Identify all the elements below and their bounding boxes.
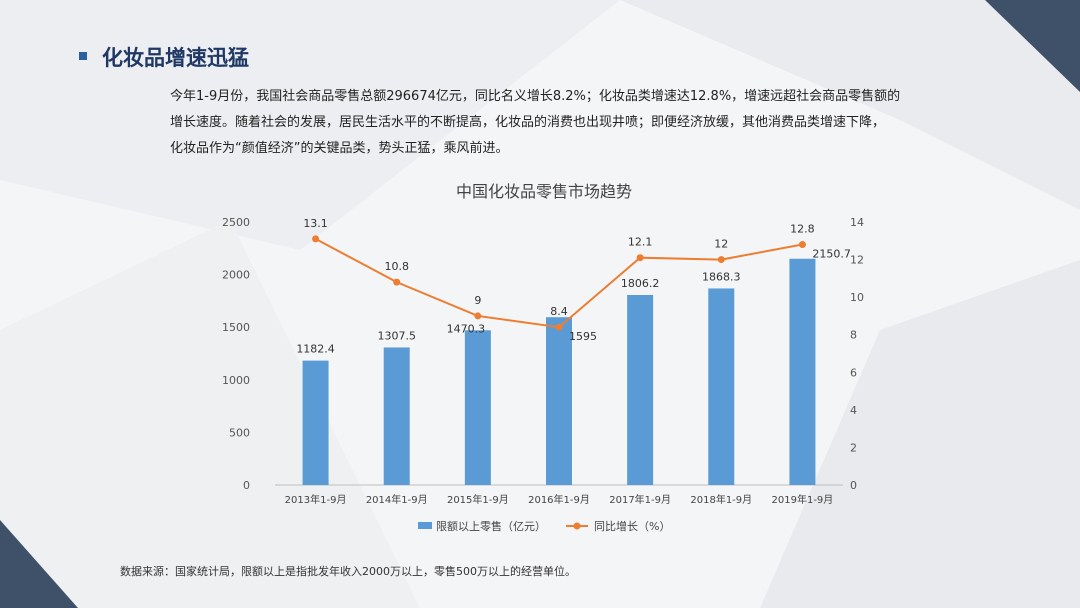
bar-data-label: 1307.5 xyxy=(377,329,416,342)
bar-data-label: 1470.3 xyxy=(447,322,486,335)
y-right-tick-label: 2 xyxy=(850,441,857,454)
bar xyxy=(627,294,654,485)
bar-data-label: 1182.4 xyxy=(296,343,335,356)
top-right-dark-triangle xyxy=(985,0,1080,92)
line-data-label: 9 xyxy=(474,294,481,307)
legend-line-marker xyxy=(573,522,581,530)
line-data-label: 8.4 xyxy=(550,305,568,318)
y-left-tick-label: 2500 xyxy=(222,216,250,229)
body-line-1: 今年1-9月份，我国社会商品零售总额296674亿元，同比名义增长8.2%；化妆… xyxy=(170,89,901,104)
y-left-tick-label: 0 xyxy=(243,479,250,492)
bar-data-label: 2150.7 xyxy=(812,248,851,261)
bar xyxy=(789,258,816,485)
y-left-tick-label: 1000 xyxy=(222,374,250,387)
x-category-label: 2017年1-9月 xyxy=(609,493,671,506)
line-point xyxy=(474,312,482,320)
bar-data-label: 1806.2 xyxy=(621,277,660,290)
y-right-tick-label: 12 xyxy=(850,254,864,267)
line-data-label: 12.8 xyxy=(790,223,815,236)
x-category-label: 2015年1-9月 xyxy=(447,493,509,506)
line-point xyxy=(393,278,401,286)
chart-title: 中国化妆品零售市场趋势 xyxy=(456,182,632,201)
line-point xyxy=(312,235,320,243)
bar xyxy=(302,360,329,485)
bg-light-polygon-4 xyxy=(760,260,1080,608)
bar xyxy=(464,330,491,485)
y-left-tick-label: 2000 xyxy=(222,269,250,282)
bar xyxy=(708,288,735,485)
bg-light-polygon-3 xyxy=(0,220,420,608)
bar-data-label: 1595 xyxy=(569,330,597,343)
bar xyxy=(383,347,410,485)
line-data-label: 13.1 xyxy=(303,217,328,230)
bg-light-polygon-1 xyxy=(0,0,620,250)
bottom-left-dark-triangle xyxy=(0,520,78,608)
y-left-tick-label: 1500 xyxy=(222,321,250,334)
legend-bar-swatch xyxy=(418,522,432,529)
source-footnote: 数据来源：国家统计局，限额以上是指批发年收入2000万以上，零售500万以上的经… xyxy=(120,565,576,578)
body-line-3: 化妆品作为“颜值经济”的关键品类，势头正猛，乘风前进。 xyxy=(170,141,509,156)
x-category-label: 2014年1-9月 xyxy=(366,493,428,506)
y-right-tick-label: 0 xyxy=(850,479,857,492)
legend-bar-label: 限额以上零售（亿元） xyxy=(436,519,546,533)
bar-data-label: 1868.3 xyxy=(702,270,741,283)
y-left-tick-label: 500 xyxy=(229,426,250,439)
bg-light-polygon-2 xyxy=(620,0,1080,210)
y-right-tick-label: 14 xyxy=(850,216,864,229)
y-right-tick-label: 10 xyxy=(850,291,864,304)
x-category-label: 2019年1-9月 xyxy=(772,493,834,506)
y-right-tick-label: 8 xyxy=(850,329,857,342)
body-line-2: 增长速度。随着社会的发展，居民生活水平的不断提高，化妆品的消费也出现井喷；即便经… xyxy=(170,115,886,130)
y-right-tick-label: 4 xyxy=(850,404,857,417)
line-point xyxy=(798,241,806,249)
line-point xyxy=(717,256,725,264)
x-category-label: 2018年1-9月 xyxy=(690,493,752,506)
line-point xyxy=(555,323,563,331)
body-paragraph: 今年1-9月份，我国社会商品零售总额296674亿元，同比名义增长8.2%；化妆… xyxy=(170,84,960,162)
title-bullet xyxy=(79,52,87,60)
page-title: 化妆品增速迅猛 xyxy=(102,46,249,70)
line-point xyxy=(636,254,644,262)
x-category-label: 2016年1-9月 xyxy=(528,493,590,506)
line-data-label: 12 xyxy=(714,238,728,251)
legend-line-label: 同比增长（%） xyxy=(594,519,670,533)
bar xyxy=(546,317,572,485)
line-data-label: 10.8 xyxy=(384,260,409,273)
line-data-label: 12.1 xyxy=(628,236,653,249)
y-right-tick-label: 6 xyxy=(850,366,857,379)
x-category-label: 2013年1-9月 xyxy=(285,493,347,506)
